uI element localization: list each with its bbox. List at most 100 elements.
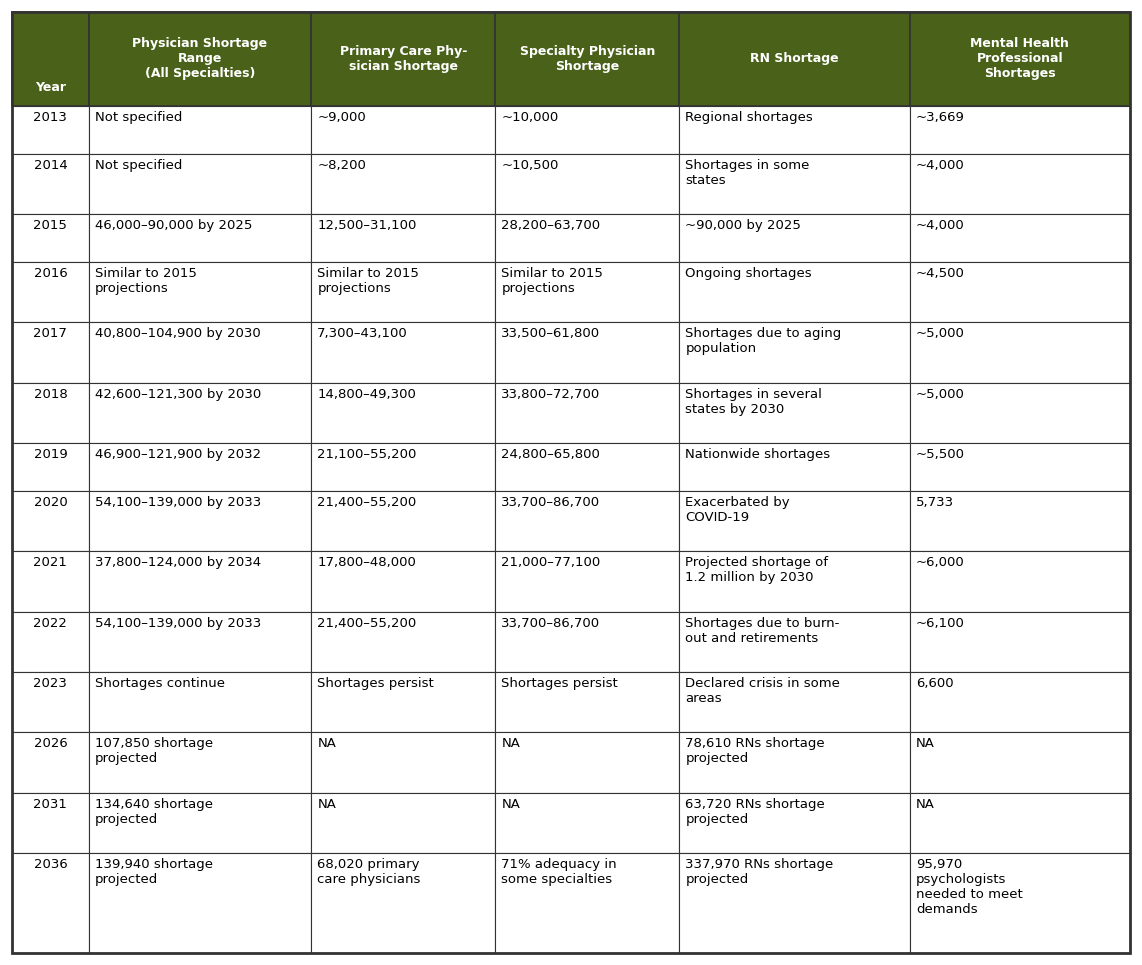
Text: Mental Health
Professional
Shortages: Mental Health Professional Shortages (971, 38, 1069, 80)
Bar (679, 732, 910, 792)
Bar (910, 443, 1129, 491)
Bar (13, 262, 89, 322)
Bar (89, 853, 312, 953)
Bar (13, 322, 89, 382)
Bar (13, 12, 89, 106)
Text: NA: NA (317, 798, 336, 811)
Text: ~4,000: ~4,000 (916, 158, 965, 172)
Bar (496, 382, 679, 443)
Bar (13, 672, 89, 732)
Bar (13, 153, 89, 214)
Text: 12,500–31,100: 12,500–31,100 (317, 219, 417, 232)
Bar (679, 443, 910, 491)
Bar (496, 551, 679, 612)
Bar (89, 214, 312, 262)
Bar (89, 551, 312, 612)
Text: 33,800–72,700: 33,800–72,700 (501, 388, 601, 400)
Bar (13, 382, 89, 443)
Text: Primary Care Phy-
sician Shortage: Primary Care Phy- sician Shortage (339, 44, 467, 72)
Text: 63,720 RNs shortage
projected: 63,720 RNs shortage projected (685, 798, 826, 826)
Bar (496, 106, 679, 153)
Text: RN Shortage: RN Shortage (750, 52, 839, 66)
Bar (89, 443, 312, 491)
Bar (312, 732, 496, 792)
Bar (496, 262, 679, 322)
Text: ~90,000 by 2025: ~90,000 by 2025 (685, 219, 802, 232)
Text: Shortages persist: Shortages persist (317, 677, 434, 690)
Bar (89, 322, 312, 382)
Bar (89, 732, 312, 792)
Text: 37,800–124,000 by 2034: 37,800–124,000 by 2034 (95, 556, 260, 569)
Bar (910, 732, 1129, 792)
Bar (13, 551, 89, 612)
Bar (13, 443, 89, 491)
Text: ~6,100: ~6,100 (916, 617, 965, 629)
Text: 2023: 2023 (33, 677, 67, 690)
Text: Not specified: Not specified (95, 158, 183, 172)
Text: 33,500–61,800: 33,500–61,800 (501, 327, 601, 341)
Text: 54,100–139,000 by 2033: 54,100–139,000 by 2033 (95, 617, 262, 629)
Text: 5,733: 5,733 (916, 496, 954, 509)
Bar (13, 792, 89, 853)
Bar (13, 732, 89, 792)
Bar (679, 612, 910, 672)
Bar (679, 792, 910, 853)
Text: Regional shortages: Regional shortages (685, 111, 813, 124)
Bar (910, 12, 1129, 106)
Text: 71% adequacy in
some specialties: 71% adequacy in some specialties (501, 858, 617, 886)
Text: 2020: 2020 (33, 496, 67, 509)
Text: 40,800–104,900 by 2030: 40,800–104,900 by 2030 (95, 327, 260, 341)
Text: ~8,200: ~8,200 (317, 158, 367, 172)
Bar (312, 214, 496, 262)
Text: Ongoing shortages: Ongoing shortages (685, 267, 812, 280)
Text: 2036: 2036 (33, 858, 67, 871)
Bar (312, 853, 496, 953)
Bar (89, 491, 312, 551)
Bar (89, 382, 312, 443)
Bar (496, 491, 679, 551)
Text: Similar to 2015
projections: Similar to 2015 projections (95, 267, 196, 295)
Text: 24,800–65,800: 24,800–65,800 (501, 448, 601, 461)
Bar (89, 792, 312, 853)
Text: 33,700–86,700: 33,700–86,700 (501, 496, 601, 509)
Bar (910, 106, 1129, 153)
Bar (312, 153, 496, 214)
Text: 2026: 2026 (33, 737, 67, 751)
Text: 54,100–139,000 by 2033: 54,100–139,000 by 2033 (95, 496, 262, 509)
Text: NA: NA (916, 798, 934, 811)
Text: 46,000–90,000 by 2025: 46,000–90,000 by 2025 (95, 219, 252, 232)
Bar (910, 214, 1129, 262)
Text: Declared crisis in some
areas: Declared crisis in some areas (685, 677, 841, 705)
Bar (496, 443, 679, 491)
Bar (496, 612, 679, 672)
Text: 68,020 primary
care physicians: 68,020 primary care physicians (317, 858, 420, 886)
Text: 21,400–55,200: 21,400–55,200 (317, 617, 417, 629)
Bar (679, 262, 910, 322)
Bar (312, 382, 496, 443)
Text: ~10,000: ~10,000 (501, 111, 558, 124)
Text: Specialty Physician
Shortage: Specialty Physician Shortage (520, 44, 656, 72)
Text: NA: NA (501, 737, 521, 751)
Text: ~3,669: ~3,669 (916, 111, 965, 124)
Bar (679, 382, 910, 443)
Text: Similar to 2015
projections: Similar to 2015 projections (317, 267, 419, 295)
Text: ~9,000: ~9,000 (317, 111, 367, 124)
Bar (312, 792, 496, 853)
Text: Shortages continue: Shortages continue (95, 677, 225, 690)
Bar (496, 153, 679, 214)
Text: Not specified: Not specified (95, 111, 183, 124)
Text: 139,940 shortage
projected: 139,940 shortage projected (95, 858, 212, 886)
Text: ~6,000: ~6,000 (916, 556, 965, 569)
Text: 7,300–43,100: 7,300–43,100 (317, 327, 408, 341)
Bar (910, 672, 1129, 732)
Bar (312, 12, 496, 106)
Bar (89, 106, 312, 153)
Text: 95,970
psychologists
needed to meet
demands: 95,970 psychologists needed to meet dema… (916, 858, 1022, 916)
Text: 2017: 2017 (33, 327, 67, 341)
Text: 2021: 2021 (33, 556, 67, 569)
Text: Shortages in some
states: Shortages in some states (685, 158, 810, 186)
Bar (910, 551, 1129, 612)
Text: ~4,000: ~4,000 (916, 219, 965, 232)
Bar (910, 382, 1129, 443)
Bar (679, 853, 910, 953)
